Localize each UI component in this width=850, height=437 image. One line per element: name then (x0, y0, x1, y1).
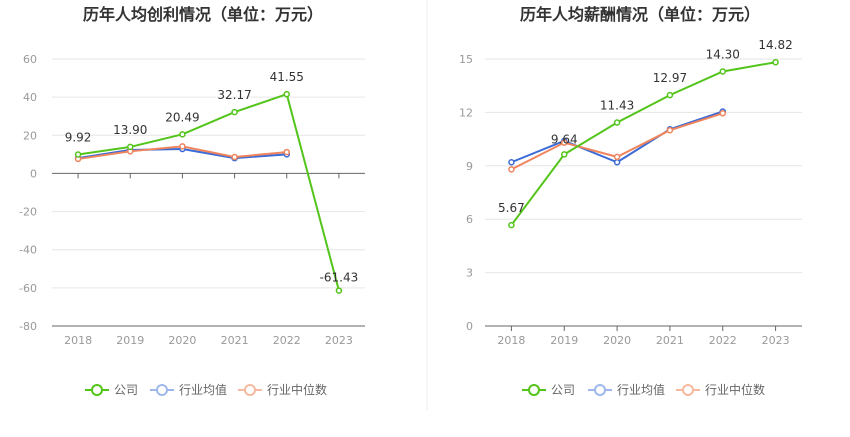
legend-label-company: 公司 (114, 383, 138, 397)
legend-label-industry-median: 行业中位数 (267, 382, 327, 397)
chart1-y-tick-label: 60 (23, 53, 37, 66)
chart2-x-tick-label: 2020 (603, 334, 631, 347)
chart1-data-point[interactable] (74, 151, 82, 158)
chart1-x-tick-label: 2021 (221, 334, 249, 347)
legend-label-industry-mean: 行业均值 (617, 382, 665, 397)
chart2-y-tick-label: 15 (459, 53, 473, 66)
chart2-x-tick-label: 2018 (497, 334, 525, 347)
chart1-x-tick-label: 2022 (273, 334, 301, 347)
chart2-data-label: 11.43 (600, 99, 634, 113)
chart2-data-point[interactable] (613, 153, 621, 161)
chart2-x-tick-label: 2021 (656, 334, 684, 347)
chart2-data-label: 14.82 (758, 38, 792, 52)
chart1-legend: 公司 行业均值 行业中位数 (85, 382, 327, 397)
legend-label-industry-mean: 行业均值 (179, 382, 227, 397)
chart1-y-tick-label: -60 (19, 282, 37, 295)
chart1-y-tick-label: -40 (19, 244, 37, 257)
chart2-data-point[interactable] (666, 126, 674, 134)
chart2-data-point[interactable] (508, 158, 515, 166)
chart1-data-label: 32.17 (217, 88, 251, 102)
chart2-x-tick-label: 2019 (550, 334, 578, 347)
chart1-y-tick-label: 40 (23, 91, 37, 104)
chart2-data-point[interactable] (561, 139, 568, 146)
chart1-x-tick-label: 2018 (64, 334, 92, 347)
chart2-data-point[interactable] (719, 110, 726, 117)
legend-item-company[interactable]: 公司 (85, 383, 138, 397)
chart2-y-tick-label: 3 (466, 267, 473, 280)
chart2-y-tick-label: 6 (466, 213, 473, 226)
chart1-data-label: -61.43 (320, 271, 359, 285)
chart1-data-point[interactable] (179, 131, 186, 138)
chart1-profit-per-capita: 60 40 20 0 -20 -40 -60 -80 2018 2019 2020 2021 2022 2… (19, 53, 365, 347)
chart2-data-point[interactable] (613, 119, 621, 126)
chart2-y-tick-label: 0 (466, 320, 473, 333)
chart2-y-tick-label: 9 (466, 160, 473, 173)
chart1-data-label: 20.49 (165, 110, 199, 124)
chart2-legend: 公司 行业均值 行业中位数 (522, 382, 765, 397)
legend-item-industry-median[interactable]: 行业中位数 (238, 382, 327, 397)
legend-label-company: 公司 (551, 383, 575, 397)
chart1-data-point[interactable] (231, 153, 238, 161)
chart1-data-point[interactable] (283, 90, 290, 98)
chart2-salary-per-capita: 15 12 9 6 3 0 2018 2019 2020 2021 2022 2023 5.67 9.64… (459, 38, 802, 347)
chart1-series-line-company (77, 92, 340, 291)
chart1-x-tick-label: 2020 (168, 334, 196, 347)
chart2-data-point[interactable] (613, 158, 621, 166)
legend-item-company[interactable]: 公司 (522, 383, 575, 397)
chart2-x-tick-label: 2023 (762, 334, 790, 347)
chart1-data-point[interactable] (283, 148, 290, 156)
chart2-data-label: 12.97 (653, 71, 687, 85)
chart1-data-point[interactable] (179, 143, 186, 150)
chart1-y-tick-label: -20 (19, 206, 37, 219)
chart1-y-tick-label: 0 (30, 167, 37, 180)
chart1-title: 历年人均创利情况（单位：万元） (83, 5, 323, 24)
chart2-data-point[interactable] (561, 151, 568, 158)
chart2-series-line-company (510, 61, 776, 226)
chart1-data-label: 41.55 (270, 70, 304, 84)
chart2-data-point[interactable] (508, 221, 515, 229)
chart2-data-label: 9.64 (551, 132, 578, 146)
chart2-data-point[interactable] (508, 166, 515, 173)
chart2-title: 历年人均薪酬情况（单位：万元） (520, 5, 760, 24)
chart2-data-point[interactable] (719, 68, 726, 75)
chart1-data-point[interactable] (127, 143, 134, 151)
chart1-data-point[interactable] (231, 108, 238, 116)
chart1-x-tick-label: 2019 (116, 334, 144, 347)
chart2-data-label: 5.67 (498, 201, 525, 215)
chart2-data-label: 14.30 (706, 47, 740, 61)
chart2-y-tick-label: 12 (459, 106, 473, 119)
chart1-data-label: 9.92 (65, 131, 92, 145)
chart2-x-tick-label: 2022 (709, 334, 737, 347)
chart1-x-tick-label: 2023 (325, 334, 353, 347)
chart2-data-point[interactable] (666, 91, 674, 99)
chart1-y-tick-label: -80 (19, 320, 37, 333)
chart1-data-point[interactable] (335, 287, 343, 294)
legend-item-industry-median[interactable]: 行业中位数 (676, 382, 765, 397)
legend-label-industry-median: 行业中位数 (705, 382, 765, 397)
chart2-data-point[interactable] (772, 58, 779, 66)
chart1-y-tick-label: 20 (23, 129, 37, 142)
legend-item-industry-mean[interactable]: 行业均值 (150, 382, 227, 397)
legend-item-industry-mean[interactable]: 行业均值 (588, 382, 665, 397)
chart1-data-label: 13.90 (113, 123, 147, 137)
